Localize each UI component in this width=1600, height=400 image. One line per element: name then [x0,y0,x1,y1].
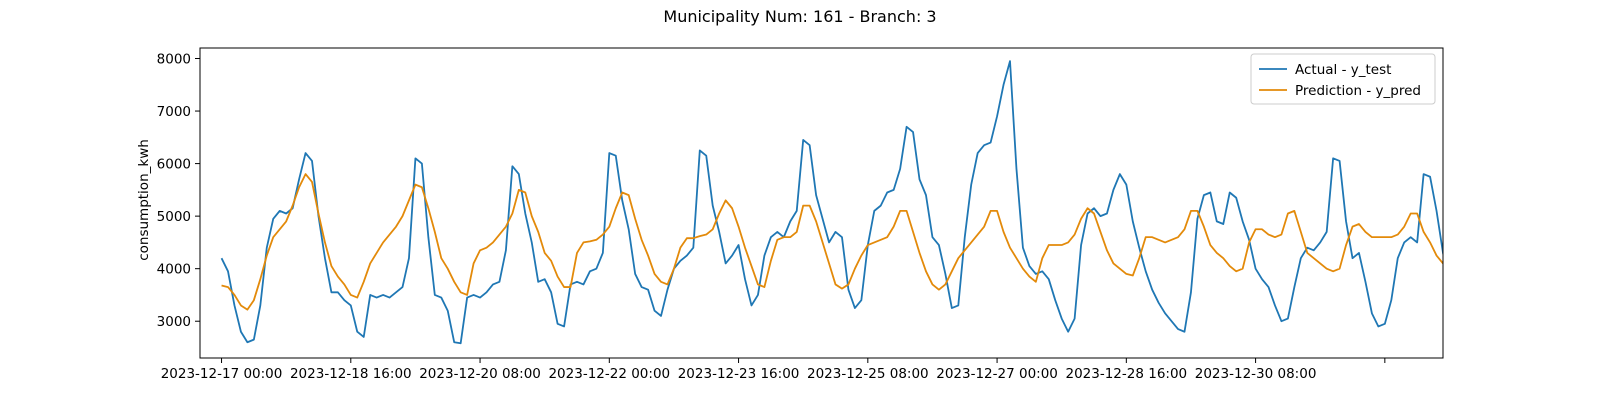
plot-area [220,60,1443,345]
y-tick-label: 3000 [157,314,191,330]
y-tick-label: 6000 [157,157,191,173]
legend-box [1250,53,1436,105]
x-tick-label: 2023-12-30 08:00 [1195,366,1317,382]
x-tick-label: 2023-12-22 00:00 [548,366,670,382]
series-line-actual [220,60,1443,345]
y-tick-label: 7000 [157,104,191,120]
axes: 3000 4000 5000 6000 7000 8000 2023-12-17 00:00… [157,47,1444,382]
series-line-prediction [221,173,1443,311]
chart-title: Municipality Num: 161 - Branch: 3 [663,7,936,26]
plot-frame [199,47,1444,359]
legend-label: Prediction - y_pred [1295,83,1421,99]
y-tick-label: 8000 [157,52,191,68]
x-tick-label: 2023-12-27 00:00 [936,366,1058,382]
legend: Actual - y_test Prediction - y_pred [1250,53,1436,105]
x-tick-label: 2023-12-20 08:00 [419,366,541,382]
legend-label: Actual - y_test [1295,62,1391,78]
x-tick-label: 2023-12-17 00:00 [161,366,283,382]
x-tick-label: 2023-12-18 16:00 [290,366,412,382]
y-tick-label: 5000 [157,209,191,225]
x-tick-label: 2023-12-23 16:00 [678,366,800,382]
x-tick-label: 2023-12-25 08:00 [807,366,929,382]
y-axis-label: consumption_kwh [136,139,152,261]
x-tick-label: 2023-12-28 16:00 [1065,366,1187,382]
y-tick-label: 4000 [157,262,191,278]
